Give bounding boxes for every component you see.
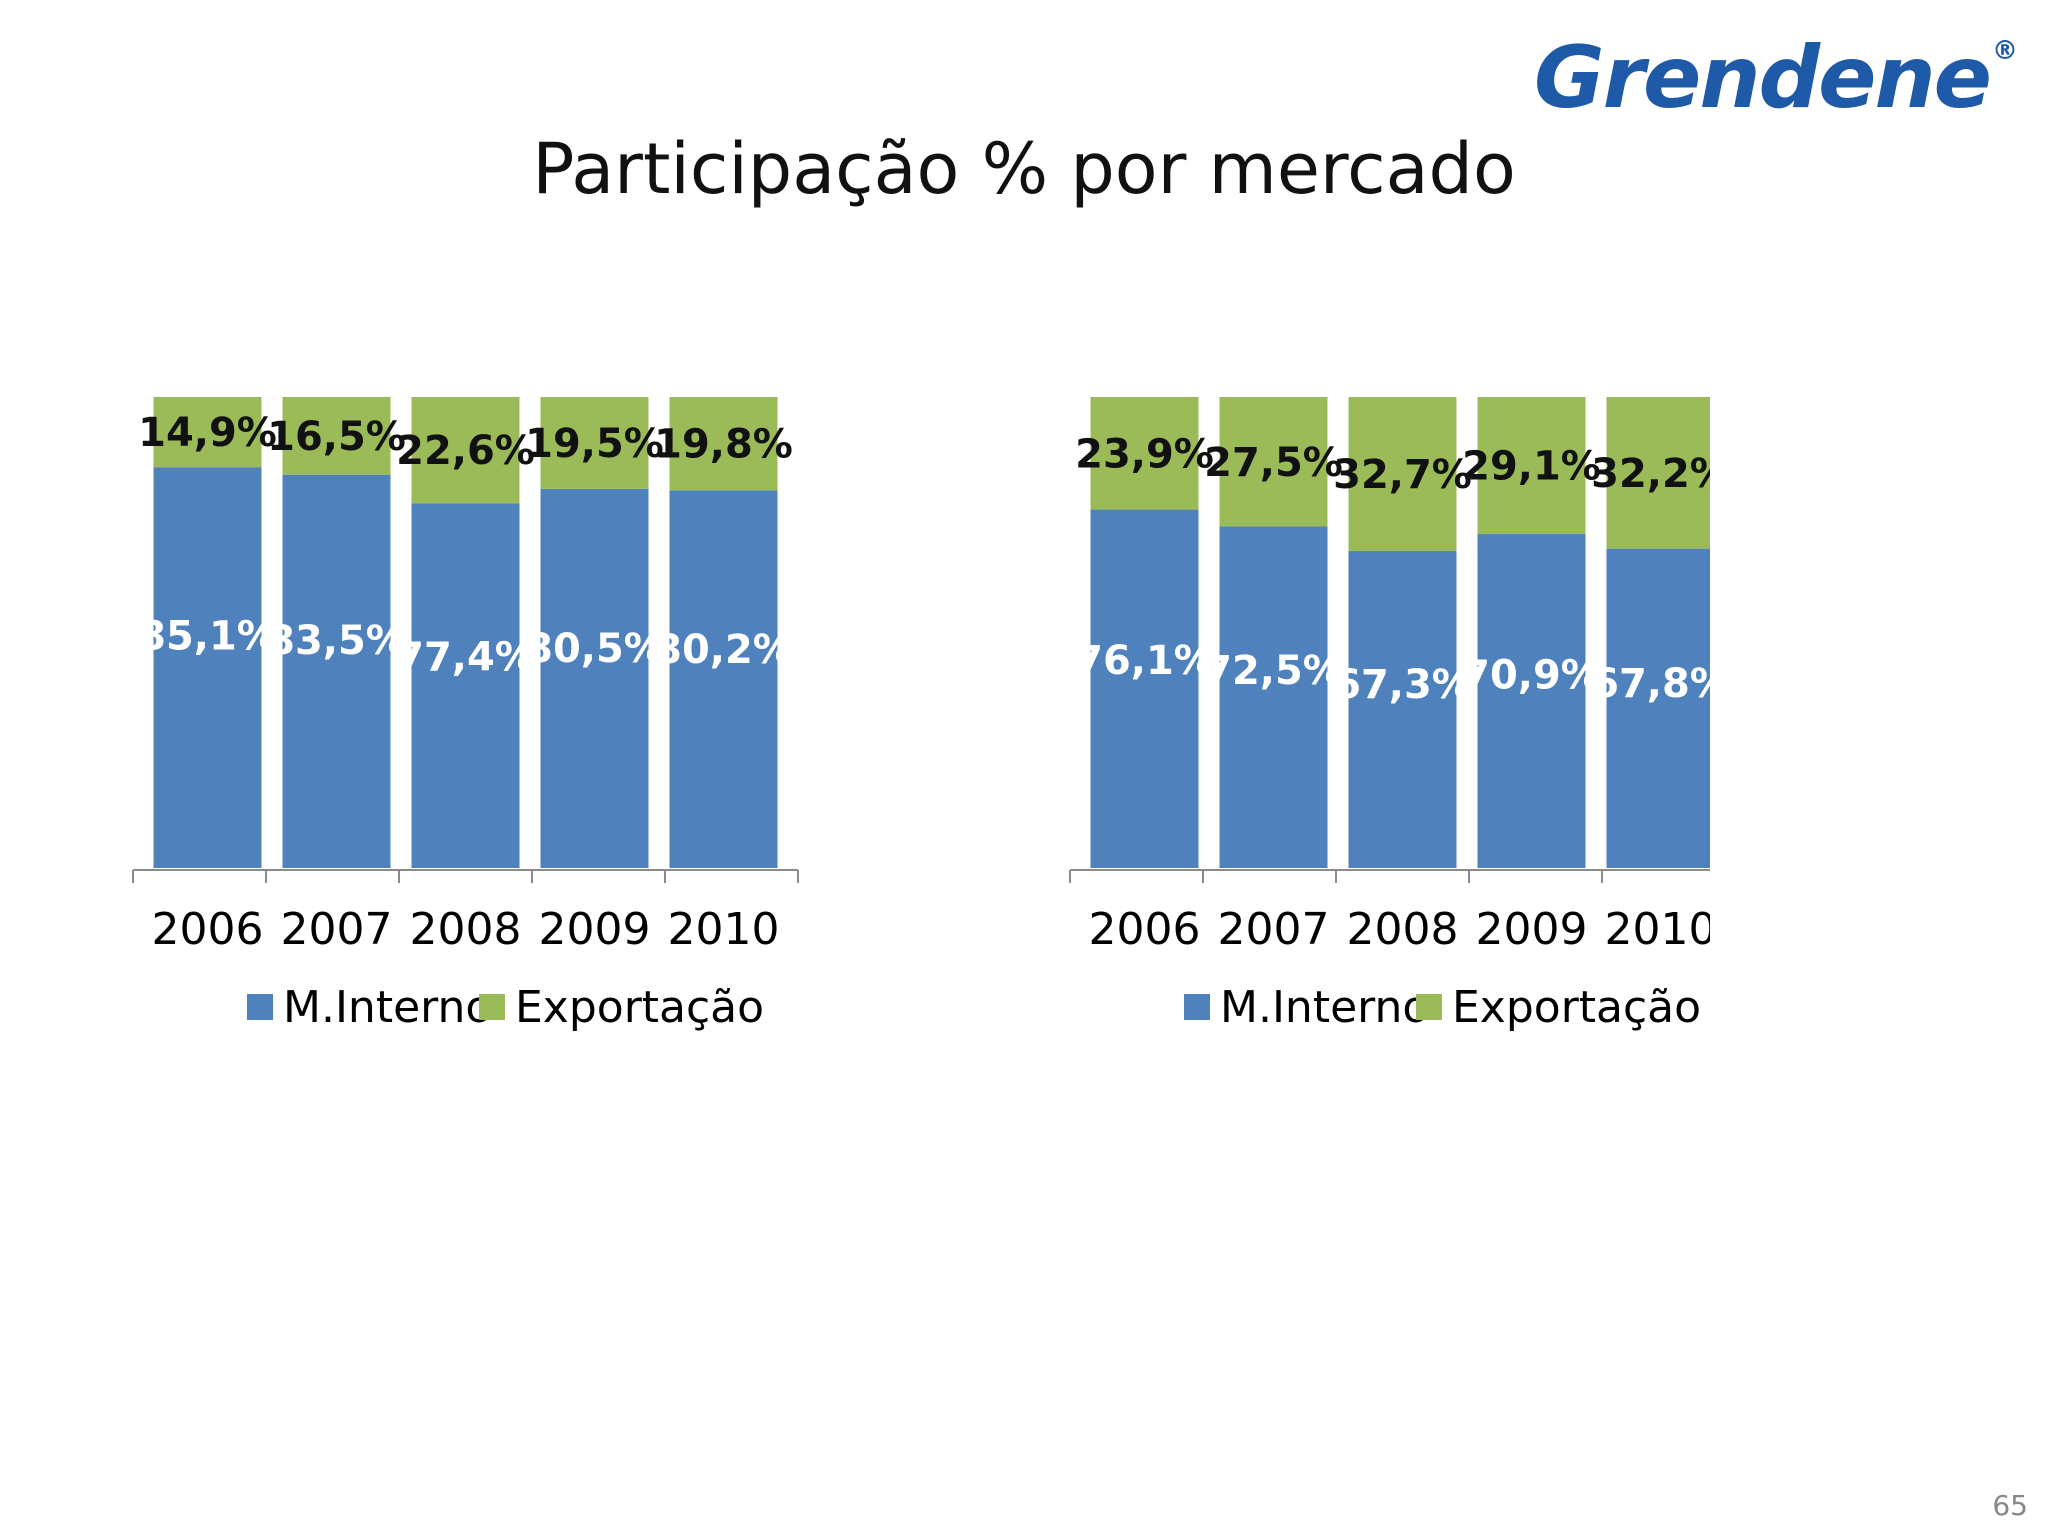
tick-label-2010: 2010 — [1605, 904, 1710, 955]
data-label-interno-2010: 67,8% — [1591, 661, 1710, 707]
data-label-interno-2006: 76,1% — [1075, 638, 1214, 684]
chart-offset: Receita bruta de vendas85,1%14,9%83,5%16… — [132, 397, 799, 1033]
data-label-interno-2009: 80,5% — [525, 626, 664, 672]
chart-volume-pares: Volume de pares76,1%23,9%72,5%27,5%67,3%… — [1069, 397, 1710, 1033]
legend-label-exportacao: Exportação — [515, 982, 764, 1033]
bar-exportacao-2010 — [669, 397, 778, 491]
bar-interno-2009 — [1477, 534, 1586, 868]
logo-text: Grendene — [1534, 28, 1992, 128]
data-label-exportacao-2007: 16,5% — [267, 414, 406, 460]
legend-swatch-interno — [247, 994, 273, 1020]
bar-exportacao-2008 — [1348, 397, 1457, 552]
tick-label-2006: 2006 — [152, 904, 264, 955]
bar-exportacao-2009 — [540, 397, 649, 489]
data-label-interno-2010: 80,2% — [654, 627, 793, 673]
page-number: 65 — [1992, 1489, 2028, 1522]
bar-exportacao-2010 — [1606, 397, 1710, 549]
bar-exportacao-2007 — [1219, 397, 1328, 527]
bar-interno-2009 — [540, 488, 649, 868]
data-label-exportacao-2009: 19,5% — [525, 421, 664, 467]
tick-label-2010: 2010 — [668, 904, 780, 955]
bar-exportacao-2007 — [282, 397, 391, 475]
bar-exportacao-2006 — [153, 397, 262, 468]
tick-label-2008: 2008 — [410, 904, 522, 955]
bar-interno-2006 — [1090, 509, 1199, 868]
tick-label-2007: 2007 — [281, 904, 393, 955]
data-label-exportacao-2008: 22,6% — [396, 428, 535, 474]
bar-interno-2010 — [669, 490, 778, 868]
legend-swatch-exportacao — [1416, 994, 1442, 1020]
chart-offset: Volume de pares76,1%23,9%72,5%27,5%67,3%… — [1069, 397, 1710, 1033]
tick-label-2009: 2009 — [539, 904, 651, 955]
data-label-exportacao-2009: 29,1% — [1462, 444, 1601, 490]
bar-interno-2008 — [1348, 551, 1457, 868]
data-label-exportacao-2007: 27,5% — [1204, 440, 1343, 486]
data-label-interno-2007: 83,5% — [267, 618, 406, 664]
data-label-exportacao-2008: 32,7% — [1333, 452, 1472, 498]
bar-interno-2008 — [411, 503, 520, 868]
data-label-interno-2008: 67,3% — [1333, 662, 1472, 708]
chart-receita-bruta: Receita bruta de vendas85,1%14,9%83,5%16… — [132, 397, 799, 1033]
bar-interno-2007 — [1219, 526, 1328, 868]
data-label-interno-2008: 77,4% — [396, 635, 535, 681]
grendene-logo: Grendene® — [1534, 28, 2018, 128]
legend-label-exportacao: Exportação — [1452, 982, 1701, 1033]
data-label-exportacao-2010: 32,2% — [1591, 451, 1710, 497]
bar-interno-2006 — [153, 467, 262, 868]
bar-interno-2007 — [282, 474, 391, 868]
slide-title: Participação % por mercado — [532, 128, 1516, 210]
legend-label-interno: M.Interno — [283, 982, 492, 1033]
tick-label-2006: 2006 — [1089, 904, 1201, 955]
data-label-interno-2007: 72,5% — [1204, 648, 1343, 694]
registered-mark: ® — [1992, 36, 2018, 66]
bar-interno-2010 — [1606, 548, 1710, 868]
legend-swatch-exportacao — [479, 994, 505, 1020]
tick-label-2008: 2008 — [1347, 904, 1459, 955]
bar-exportacao-2009 — [1477, 397, 1586, 535]
data-label-interno-2009: 70,9% — [1462, 652, 1601, 698]
data-label-interno-2006: 85,1% — [138, 614, 277, 660]
data-label-exportacao-2006: 23,9% — [1075, 431, 1214, 477]
tick-label-2009: 2009 — [1476, 904, 1588, 955]
data-label-exportacao-2010: 19,8% — [654, 422, 793, 468]
legend-swatch-interno — [1184, 994, 1210, 1020]
legend-label-interno: M.Interno — [1220, 982, 1429, 1033]
tick-label-2007: 2007 — [1218, 904, 1330, 955]
data-label-exportacao-2006: 14,9% — [138, 410, 277, 456]
bar-exportacao-2006 — [1090, 397, 1199, 510]
bar-exportacao-2008 — [411, 397, 520, 504]
